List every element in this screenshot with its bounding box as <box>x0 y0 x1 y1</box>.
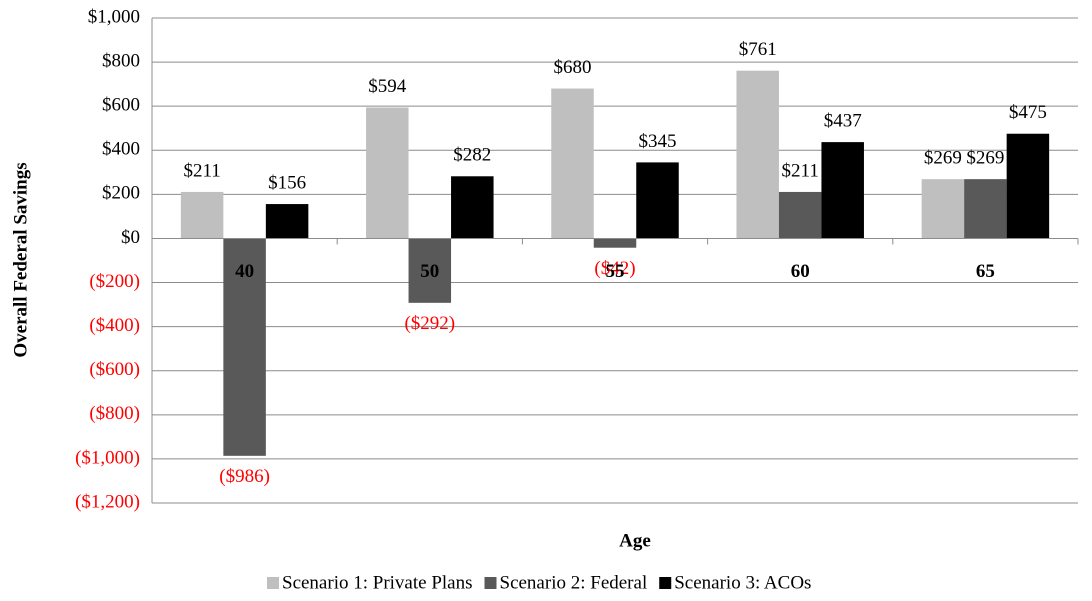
bar <box>180 191 224 239</box>
value-label: $269 <box>924 148 962 169</box>
value-label: $345 <box>639 131 677 152</box>
y-tick-label: $0 <box>121 227 140 248</box>
bar <box>451 176 494 239</box>
y-tick-label: ($1,200) <box>75 491 140 512</box>
y-tick-label: $800 <box>102 50 140 71</box>
x-tick-label: 65 <box>976 261 995 282</box>
bar <box>921 179 965 239</box>
y-tick-label: $400 <box>102 139 140 160</box>
legend-label: Scenario 1: Private Plans <box>282 572 473 593</box>
value-label: $156 <box>268 172 306 193</box>
value-label: ($42) <box>594 258 635 279</box>
value-label: $594 <box>368 76 407 97</box>
bar <box>223 238 266 456</box>
value-label: $680 <box>554 57 592 78</box>
bar <box>593 238 637 248</box>
legend-swatch <box>659 577 672 589</box>
value-label: $282 <box>453 145 491 166</box>
bar <box>636 162 679 239</box>
bar <box>1006 133 1050 239</box>
x-tick-label: 40 <box>235 261 254 282</box>
y-tick-label: ($1,000) <box>75 447 140 468</box>
x-tick-label: 50 <box>420 261 439 282</box>
value-label: $211 <box>782 160 819 181</box>
bar <box>551 88 594 239</box>
y-tick-label: ($600) <box>89 359 140 380</box>
value-label: $269 <box>966 148 1004 169</box>
x-axis-label: Age <box>619 530 651 551</box>
bar <box>821 142 864 239</box>
bar <box>408 238 452 303</box>
bar <box>366 107 409 239</box>
y-tick-label: $1,000 <box>88 6 140 27</box>
bar <box>736 70 779 239</box>
value-label: $761 <box>739 39 777 60</box>
y-axis-label: Overall Federal Savings <box>10 162 31 357</box>
bar <box>964 179 1007 239</box>
legend-swatch <box>484 577 497 589</box>
value-label: ($292) <box>404 313 455 334</box>
y-tick-label: $200 <box>102 183 140 204</box>
y-tick-label: ($400) <box>89 315 140 336</box>
bar <box>265 204 309 239</box>
legend-label: Scenario 3: ACOs <box>674 572 811 593</box>
x-tick-label: 55 <box>606 261 625 282</box>
y-tick-label: ($800) <box>89 403 140 424</box>
value-label: $437 <box>824 110 862 131</box>
value-label: ($986) <box>219 466 270 487</box>
legend-label: Scenario 2: Federal <box>500 572 648 593</box>
x-tick-label: 60 <box>791 261 810 282</box>
value-label: $211 <box>183 160 220 181</box>
y-tick-label: $600 <box>102 95 140 116</box>
value-label: $475 <box>1009 102 1047 123</box>
bar <box>778 191 822 239</box>
legend-swatch <box>267 577 279 589</box>
y-tick-label: ($200) <box>89 271 140 292</box>
